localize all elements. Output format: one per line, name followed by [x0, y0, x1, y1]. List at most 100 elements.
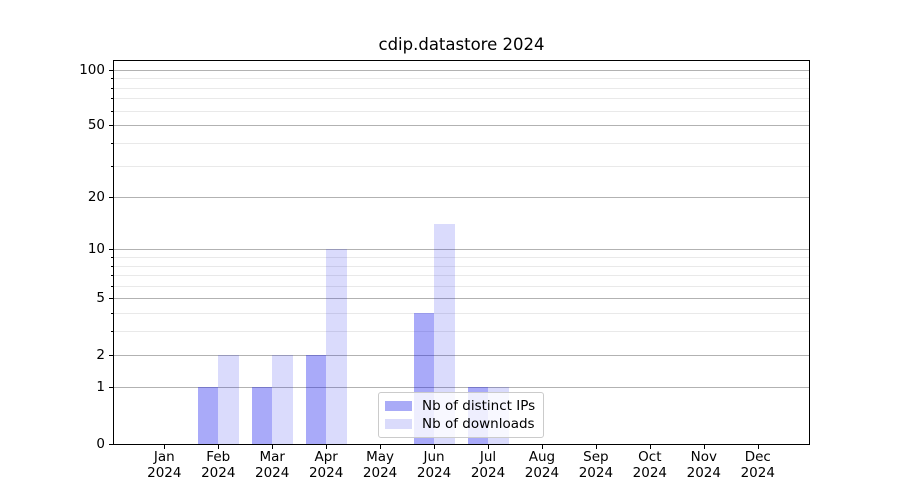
y-tick-50 — [109, 125, 113, 127]
gridline-minor-8 — [114, 265, 809, 267]
gridline-minor-40 — [114, 142, 809, 144]
gridline-minor-7 — [114, 275, 809, 277]
x-tick-label-year-apr: 2024 — [308, 464, 344, 481]
x-tick-apr — [326, 445, 328, 449]
gridline-major-5 — [114, 298, 809, 300]
x-tick-label-aug: Aug 2024 — [514, 449, 570, 481]
gridline-minor-90 — [114, 78, 809, 80]
x-tick-label-mar: Mar 2024 — [244, 449, 300, 481]
x-tick-label-year-may: 2024 — [362, 464, 398, 481]
x-tick-label-year-oct: 2024 — [632, 464, 668, 481]
gridline-major-20 — [114, 197, 809, 199]
y-tick-1 — [109, 387, 113, 389]
gridline-major-1 — [114, 387, 809, 389]
y-minor-tick-9 — [110, 257, 113, 259]
chart-title: cdip.datastore 2024 — [378, 35, 545, 54]
x-tick-label-year-feb: 2024 — [201, 464, 236, 481]
y-minor-tick-90 — [110, 78, 113, 80]
y-tick-label-50: 50 — [87, 117, 105, 134]
x-tick-label-month-oct: Oct — [638, 449, 662, 465]
y-tick-label-0: 0 — [96, 435, 105, 452]
legend-label-distinct-ips: Nb of distinct IPs — [422, 397, 536, 414]
y-tick-5 — [109, 298, 113, 300]
x-tick-jun — [434, 445, 436, 449]
x-tick-label-dec: Dec 2024 — [730, 449, 786, 481]
x-tick-label-year-mar: 2024 — [255, 464, 290, 481]
y-minor-tick-4 — [110, 313, 113, 315]
x-tick-label-jan: Jan 2024 — [136, 449, 192, 481]
bar-distinct-ips-mar — [251, 387, 273, 444]
x-tick-label-year-jun: 2024 — [416, 464, 452, 481]
y-tick-label-100: 100 — [79, 61, 105, 78]
x-tick-label-year-jul: 2024 — [470, 464, 506, 481]
gridline-minor-9 — [114, 257, 809, 259]
x-tick-label-month-feb: Feb — [206, 449, 231, 465]
x-tick-label-year-dec: 2024 — [740, 464, 775, 481]
y-minor-tick-8 — [110, 265, 113, 267]
bar-downloads-apr — [326, 249, 347, 444]
x-tick-label-month-apr: Apr — [314, 449, 338, 465]
gridline-major-2 — [114, 354, 809, 356]
legend-swatch-distinct-ips-icon — [385, 401, 412, 411]
gridline-minor-70 — [114, 98, 809, 100]
legend-swatch-downloads-icon — [385, 419, 412, 429]
y-minor-tick-30 — [110, 165, 113, 167]
gridline-major-100 — [114, 69, 809, 71]
x-tick-label-year-sep: 2024 — [578, 464, 614, 481]
gridline-minor-30 — [114, 165, 809, 167]
y-minor-tick-70 — [110, 98, 113, 100]
bar-downloads-feb — [218, 354, 239, 444]
y-minor-tick-60 — [110, 110, 113, 112]
x-tick-sep — [595, 445, 597, 449]
x-tick-label-jun: Jun 2024 — [406, 449, 462, 481]
x-tick-label-jul: Jul 2024 — [460, 449, 516, 481]
x-tick-may — [380, 445, 382, 449]
x-tick-label-year-jan: 2024 — [147, 464, 182, 481]
y-tick-label-20: 20 — [87, 189, 105, 206]
y-tick-100 — [109, 69, 113, 71]
y-minor-tick-7 — [110, 275, 113, 277]
y-tick-label-5: 5 — [96, 290, 105, 307]
x-tick-label-month-jul: Jul — [479, 449, 497, 465]
x-tick-label-sep: Sep 2024 — [568, 449, 624, 481]
gridline-minor-6 — [114, 285, 809, 287]
x-tick-label-month-jan: Jan — [153, 449, 175, 465]
x-tick-label-apr: Apr 2024 — [298, 449, 354, 481]
x-tick-aug — [541, 445, 543, 449]
x-tick-label-month-dec: Dec — [744, 449, 771, 465]
legend-item-downloads: Nb of downloads — [385, 415, 543, 432]
x-tick-label-month-sep: Sep — [583, 449, 609, 465]
x-tick-label-year-aug: 2024 — [524, 464, 560, 481]
x-tick-label-feb: Feb 2024 — [190, 449, 246, 481]
y-minor-tick-80 — [110, 87, 113, 89]
gridline-minor-3 — [114, 331, 809, 333]
x-tick-label-month-may: May — [366, 449, 395, 465]
legend-item-distinct-ips: Nb of distinct IPs — [385, 397, 543, 414]
x-tick-jan — [164, 445, 166, 449]
y-tick-label-1: 1 — [96, 379, 105, 396]
x-tick-label-year-nov: 2024 — [686, 464, 721, 481]
x-tick-label-month-aug: Aug — [528, 449, 556, 465]
legend-label-downloads: Nb of downloads — [422, 415, 535, 432]
x-tick-nov — [703, 445, 705, 449]
gridline-major-50 — [114, 125, 809, 127]
y-tick-20 — [109, 197, 113, 199]
x-tick-label-may: May 2024 — [352, 449, 408, 481]
gridline-minor-4 — [114, 313, 809, 315]
x-tick-label-nov: Nov 2024 — [676, 449, 732, 481]
bar-distinct-ips-apr — [305, 354, 327, 444]
gridline-major-10 — [114, 249, 809, 251]
plot-area: Nb of distinct IPs Nb of downloads — [113, 60, 810, 445]
x-tick-label-month-mar: Mar — [259, 449, 285, 465]
x-tick-label-oct: Oct 2024 — [622, 449, 678, 481]
x-tick-dec — [757, 445, 759, 449]
x-tick-label-month-jun: Jun — [423, 449, 445, 465]
bar-distinct-ips-feb — [197, 387, 219, 444]
y-minor-tick-40 — [110, 142, 113, 144]
x-tick-label-month-nov: Nov — [690, 449, 717, 465]
x-tick-feb — [218, 445, 220, 449]
gridline-minor-60 — [114, 110, 809, 112]
y-minor-tick-6 — [110, 285, 113, 287]
legend: Nb of distinct IPs Nb of downloads — [378, 392, 544, 438]
